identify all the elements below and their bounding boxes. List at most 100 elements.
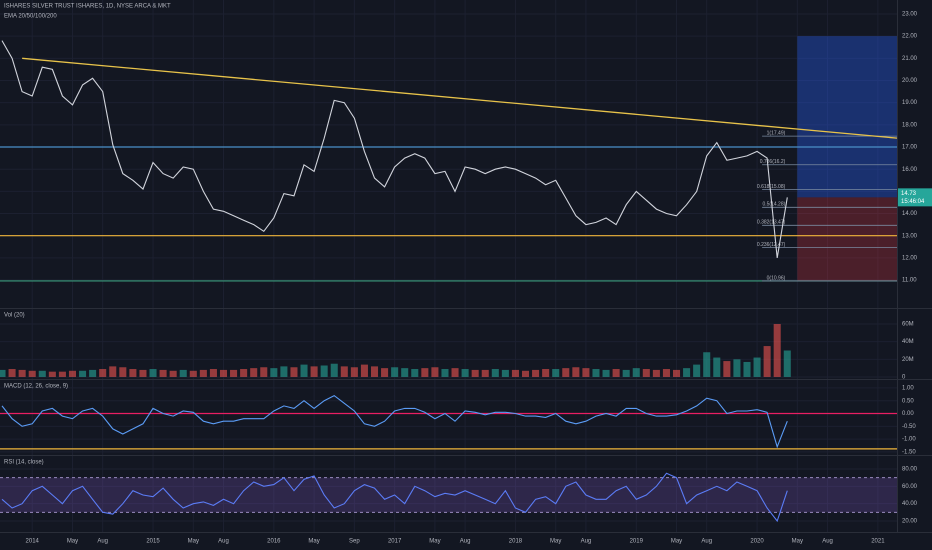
y-tick-label: 60.00: [902, 484, 918, 490]
volume-bar: [763, 346, 771, 377]
volume-bar: [280, 366, 288, 377]
x-tick-label: Aug: [218, 539, 229, 545]
x-tick-label: Aug: [97, 539, 108, 545]
x-tick-label: May: [792, 539, 803, 545]
volume-bar: [451, 368, 459, 377]
fib-label: 0.382(13.47): [757, 220, 786, 226]
volume-bar: [592, 369, 600, 377]
volume-bar: [230, 369, 238, 377]
y-tick-label: 13.00: [902, 233, 918, 239]
volume-bar: [89, 369, 97, 377]
volume-bar: [189, 370, 197, 377]
volume-bar: [612, 369, 620, 377]
volume-bar: [773, 324, 781, 377]
volume-bar: [703, 352, 711, 377]
position-target: [797, 36, 899, 198]
y-tick-label: 20.00: [902, 78, 918, 84]
volume-bar: [250, 368, 258, 377]
x-tick-label: May: [550, 539, 561, 545]
volume-bar: [109, 366, 117, 377]
x-tick-label: 2021: [871, 539, 885, 545]
volume-bar: [209, 369, 217, 377]
pane-title: MACD (12, 26, close, 9): [4, 384, 68, 390]
volume-bar: [511, 369, 519, 377]
trendline: [22, 57, 898, 139]
volume-bar: [300, 364, 308, 377]
volume-bar: [38, 370, 46, 377]
volume-bar: [169, 370, 177, 377]
volume-bar: [542, 369, 550, 377]
volume-bar: [8, 369, 16, 377]
volume-bar: [662, 369, 670, 377]
y-tick-label: 0: [902, 375, 906, 381]
x-tick-label: 2016: [267, 539, 281, 545]
y-tick-label: 60M: [902, 322, 914, 328]
volume-bar: [119, 367, 127, 377]
x-tick-label: Aug: [822, 539, 833, 545]
volume-bar: [441, 369, 449, 377]
volume-bar: [713, 357, 721, 377]
volume-bar: [481, 369, 489, 377]
series-line: [1, 472, 788, 523]
y-tick-label: 0.00: [902, 411, 914, 417]
volume-bar: [381, 368, 389, 377]
y-tick-label: 20M: [902, 357, 914, 363]
y-tick-label: 17.00: [902, 145, 918, 151]
y-tick-label: 12.00: [902, 255, 918, 261]
y-tick-label: 40.00: [902, 501, 918, 507]
volume-bar: [572, 367, 580, 377]
volume-bar: [240, 369, 248, 377]
volume-bar: [783, 350, 791, 377]
y-tick-label: 11.00: [902, 278, 917, 284]
y-tick-label: 23.00: [902, 12, 918, 18]
volume-bar: [330, 363, 338, 377]
volume-bar: [370, 366, 379, 377]
x-tick-label: May: [429, 539, 440, 545]
volume-bar: [58, 371, 66, 377]
volume-bar: [99, 369, 107, 377]
x-tick-label: 2019: [630, 539, 644, 545]
y-tick-label: 80.00: [902, 467, 918, 473]
x-tick-label: 2015: [146, 539, 160, 545]
volume-bar: [582, 368, 590, 377]
volume-bar: [461, 369, 469, 377]
series-line: [1, 40, 788, 258]
volume-bar: [723, 361, 731, 377]
y-tick-label: 18.00: [902, 122, 918, 128]
fib-label: 0.786(16.2): [760, 159, 786, 165]
y-tick-label: -1.50: [902, 450, 916, 456]
y-tick-label: 22.00: [902, 34, 918, 40]
volume-bar: [159, 369, 167, 377]
x-tick-label: Sep: [349, 539, 360, 545]
volume-bar: [310, 366, 318, 377]
volume-bar: [743, 361, 751, 377]
volume-bar: [562, 368, 570, 377]
chart-title: ISHARES SILVER TRUST ISHARES, 1D, NYSE A…: [4, 4, 171, 10]
volume-bar: [683, 368, 691, 377]
volume-bar: [139, 369, 147, 377]
y-tick-label: 16.00: [902, 167, 918, 173]
y-tick-label: 19.00: [902, 100, 918, 106]
y-tick-label: 14.00: [902, 211, 918, 217]
fib-label: 0.236(12.47): [757, 242, 786, 248]
volume-bar: [753, 357, 761, 377]
volume-bar: [219, 369, 228, 377]
pane-title: RSI (14, close): [4, 460, 44, 466]
volume-bar: [532, 369, 540, 377]
x-tick-label: 2014: [26, 539, 40, 545]
x-tick-label: May: [671, 539, 682, 545]
volume-bar: [421, 368, 429, 377]
y-tick-label: 40M: [902, 339, 914, 345]
fib-label: 0.5(14.28): [762, 202, 785, 208]
volume-bar: [350, 367, 358, 377]
x-tick-label: Aug: [701, 539, 712, 545]
volume-bar: [693, 364, 701, 377]
volume-bar: [622, 369, 630, 377]
rsi-band: [0, 477, 897, 513]
volume-bar: [270, 368, 278, 377]
volume-bar: [18, 369, 26, 377]
volume-bar: [28, 370, 36, 377]
position-stop: [797, 197, 899, 281]
